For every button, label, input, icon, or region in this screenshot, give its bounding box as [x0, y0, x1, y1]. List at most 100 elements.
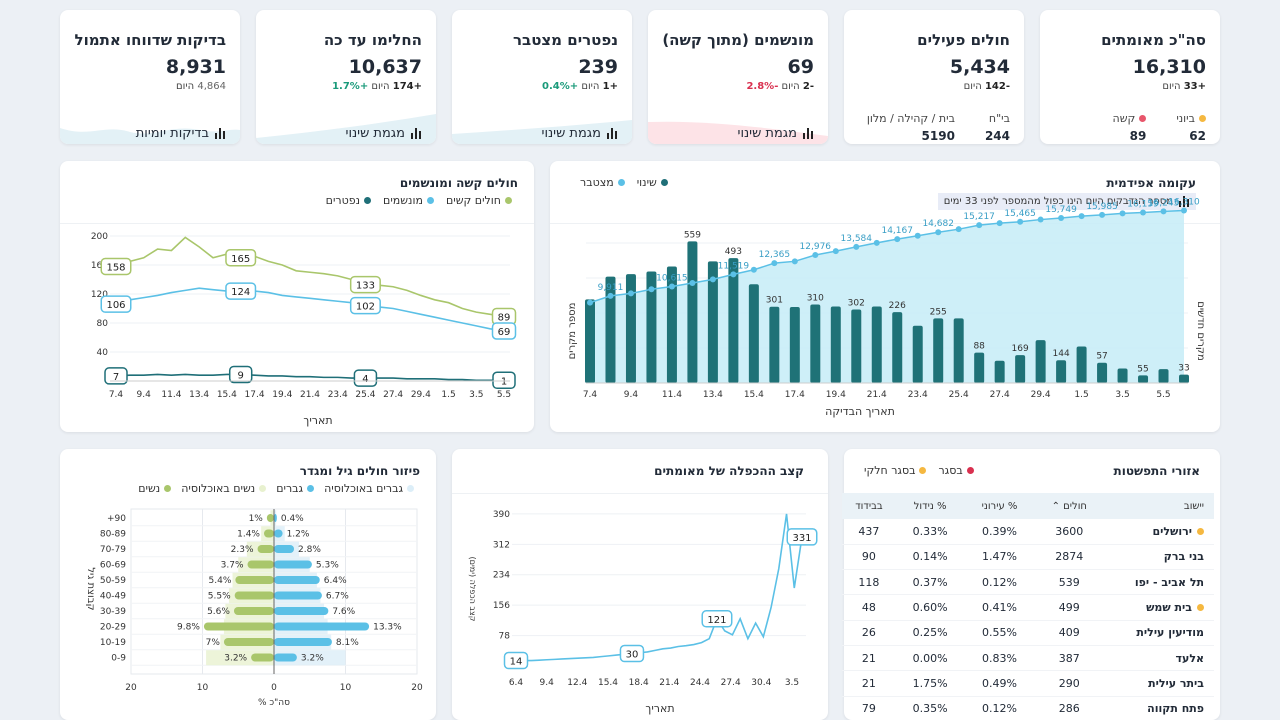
- bar-chart-icon: [803, 128, 814, 139]
- legend-change[interactable]: שינוי: [637, 176, 668, 189]
- cell-city: בני ברק: [1104, 544, 1214, 571]
- x-tick-label: 27.4: [383, 390, 403, 400]
- women-bar: [203, 622, 274, 631]
- panel-title: עקומה אפידמית: [1106, 176, 1196, 190]
- women-value-label: 5.6%: [207, 607, 230, 617]
- bar-change: [646, 271, 657, 383]
- table-row[interactable]: ירושלים 3600 0.39% 0.33% 437: [842, 519, 1214, 545]
- men-value-label: 13.3%: [373, 623, 402, 633]
- bar-change: [707, 261, 718, 383]
- x-tick-label: 23.4: [908, 390, 928, 400]
- legend-men[interactable]: גברים: [276, 482, 315, 495]
- men-bar: [274, 638, 332, 646]
- cell-growth: 0.14%: [895, 544, 965, 571]
- x-tick-label: 10: [197, 683, 209, 693]
- cell-cases: 539: [1034, 569, 1104, 596]
- table-row[interactable]: בני ברק 2874 1.47% 0.14% 90: [842, 544, 1214, 571]
- doubling-data-label: 30: [626, 650, 639, 661]
- women-bar: [247, 560, 274, 569]
- stat-title: נפטרים מצטבר: [513, 31, 618, 49]
- cell-isolation: 21: [842, 670, 896, 697]
- x-tick-label: 21.4: [867, 390, 887, 400]
- cell-cases: 499: [1034, 594, 1104, 621]
- trend-link[interactable]: מגמת שינוי: [542, 126, 618, 141]
- age-group-label: +90: [107, 514, 126, 524]
- bar-label: 144: [1053, 349, 1070, 359]
- table-row[interactable]: בית שמש 499 0.41% 0.60% 48: [842, 594, 1214, 621]
- bar-change: [1097, 362, 1108, 383]
- stat-card-ventilated[interactable]: מונשמים (מתוך קשה) 69 -2 היום -2.8% מגמת…: [648, 10, 828, 144]
- legend-cumulative[interactable]: מצטבר: [580, 176, 625, 189]
- women-value-label: 1%: [249, 514, 264, 524]
- women-bar: [266, 514, 274, 522]
- cell-urban: 0.39%: [964, 519, 1035, 545]
- col-urban[interactable]: % עירוני: [964, 493, 1035, 519]
- trend-sparkline: [452, 120, 632, 144]
- cell-cases: 286: [1034, 696, 1104, 720]
- partial-lockdown-dot-icon: [1197, 527, 1204, 535]
- stat-today: +33 היום: [1162, 81, 1206, 92]
- series-data-label-box: [349, 275, 381, 294]
- stat-card-active[interactable]: חולים פעילים 5,434 -142 היום בי"ח 244 בית…: [844, 10, 1024, 144]
- cell-city: בית שמש: [1104, 594, 1214, 621]
- trend-link[interactable]: מגמת שינוי: [738, 126, 814, 141]
- cell-growth: 0.60%: [895, 594, 965, 621]
- cumulative-point: [914, 232, 921, 239]
- stat-value: 16,310: [1132, 56, 1206, 78]
- col-city[interactable]: יישוב: [1104, 493, 1214, 519]
- trend-link[interactable]: מגמת שינוי: [346, 126, 422, 141]
- table-row[interactable]: פתח תקווה 286 0.12% 0.35% 79: [842, 696, 1214, 720]
- daily-tests-link[interactable]: בדיקות יומיות: [136, 126, 226, 141]
- stat-card-deceased[interactable]: נפטרים מצטבר 239 +1 היום +0.4% מגמת שינו…: [452, 10, 632, 144]
- men-value-label: 5.3%: [316, 561, 339, 571]
- series-data-label-box: [349, 296, 381, 315]
- women-bar: [251, 653, 274, 662]
- bar-chart-icon: [1179, 196, 1190, 207]
- men-bar: [274, 653, 297, 662]
- table-row[interactable]: מודיעין עילית 409 0.55% 0.25% 26: [842, 620, 1214, 646]
- bar-label: 493: [725, 247, 742, 257]
- age-group-label: 10-19: [100, 638, 126, 648]
- cell-cases: 409: [1034, 620, 1104, 646]
- age-legend: גברים באוכלוסיה גברים נשים באוכלוסיה נשי…: [138, 482, 414, 495]
- table-row[interactable]: אלעד 387 0.83% 0.00% 21: [842, 645, 1214, 672]
- bar-change: [871, 306, 882, 383]
- legend-lockdown[interactable]: בסגר: [938, 464, 974, 477]
- y-axis-label: מספר מקרים: [567, 303, 578, 360]
- legend-deceased[interactable]: נפטרים: [326, 194, 372, 207]
- cumulative-point: [853, 243, 860, 250]
- partial-lockdown-dot-icon: [1197, 604, 1204, 612]
- x-tick-label: 11.4: [161, 390, 181, 400]
- legend-men-population[interactable]: גברים באוכלוסיה: [324, 482, 414, 495]
- women-value-label: 5.5%: [208, 592, 231, 602]
- cumulative-label: 15,217: [963, 212, 995, 222]
- x-axis-label: % סה"כ: [258, 698, 290, 708]
- stat-card-recovered[interactable]: החלימו עד כה 10,637 +174 היום +1.7% מגמת…: [256, 10, 436, 144]
- cell-cases: 3600: [1034, 519, 1104, 545]
- bar-change: [1056, 360, 1067, 383]
- cumulative-point: [935, 229, 942, 236]
- legend-women-population[interactable]: נשים באוכלוסיה: [181, 482, 267, 495]
- col-growth[interactable]: % נידול: [895, 493, 965, 519]
- x-tick-label: 24.4: [690, 678, 710, 688]
- stat-value: 239: [578, 56, 618, 78]
- legend-ventilated[interactable]: מונשמים: [383, 194, 434, 207]
- col-cases[interactable]: חולים ⌃: [1034, 493, 1104, 519]
- table-row[interactable]: ביתר עילית 290 0.49% 1.75% 21: [842, 670, 1214, 697]
- cumulative-line: [589, 209, 1185, 304]
- col-isolation[interactable]: בבידוד: [842, 493, 896, 519]
- cumulative-point: [689, 279, 696, 286]
- bar-change: [728, 258, 739, 383]
- cumulative-label: 11,519: [718, 261, 750, 271]
- legend-severe[interactable]: חולים קשים: [446, 194, 512, 207]
- stat-title: חולים פעילים: [917, 31, 1010, 49]
- cell-urban: 0.83%: [964, 645, 1035, 672]
- stat-card-confirmed[interactable]: סה"כ מאומתים 16,310 +33 היום ביוני 62 קשה…: [1040, 10, 1220, 144]
- bar-change: [1158, 369, 1169, 383]
- cell-city: ביתר עילית: [1104, 670, 1214, 697]
- legend-partial-lockdown[interactable]: בסגר חלקי: [864, 464, 927, 477]
- stat-card-tests[interactable]: בדיקות שדווחו אתמול 8,931 4,864 היום בדי…: [60, 10, 240, 144]
- women-value-label: 2.3%: [231, 545, 254, 555]
- legend-women[interactable]: נשים: [138, 482, 172, 495]
- table-row[interactable]: תל אביב - יפו 539 0.12% 0.37% 118: [842, 569, 1214, 596]
